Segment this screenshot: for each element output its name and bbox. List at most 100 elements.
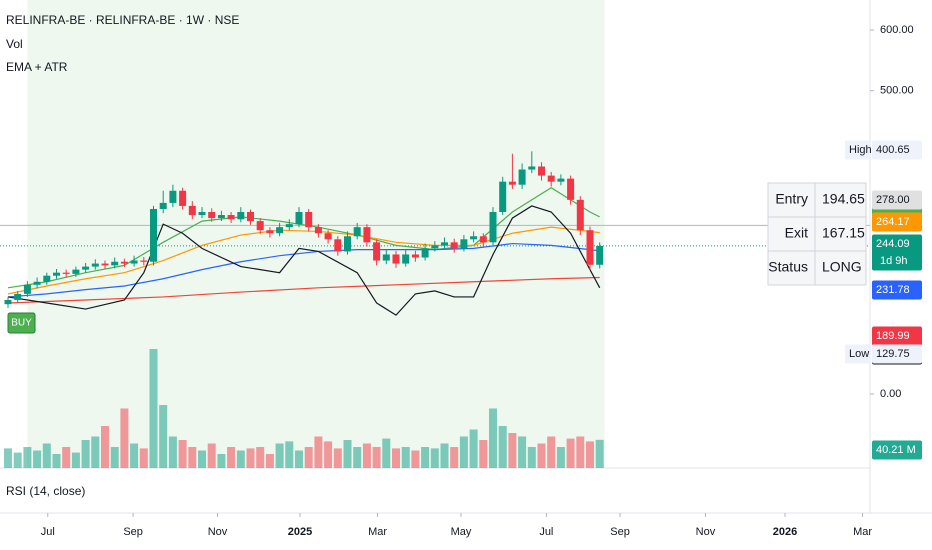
chart-title[interactable]: RELINFRA-BE · RELINFRA-BE · 1W · NSE	[6, 13, 239, 27]
table-value: 194.65	[822, 191, 865, 207]
volume-bar	[149, 349, 158, 468]
volume-bar	[479, 440, 488, 468]
candle-body	[169, 190, 177, 203]
volume-bar	[595, 439, 604, 468]
volume-bar	[489, 408, 497, 468]
price-label: 129.75	[876, 348, 910, 360]
candle-body	[538, 166, 545, 176]
candle-body	[392, 254, 400, 264]
volume-bar	[430, 448, 439, 468]
price-label: 278.00	[876, 194, 910, 206]
volume-bar	[265, 454, 274, 468]
price-label-box	[872, 280, 922, 300]
candle-body	[518, 169, 526, 185]
volume-bar	[537, 443, 546, 468]
candle-body	[14, 293, 22, 300]
volume-bar	[198, 450, 206, 468]
x-tick-label: Jul	[41, 526, 55, 538]
candle-body	[479, 236, 487, 243]
candle-body	[305, 212, 313, 228]
pane-title[interactable]: RSI (14, close)	[6, 484, 85, 498]
candle-body	[557, 178, 565, 182]
candle-body	[198, 212, 206, 216]
price-label: 400.65	[876, 144, 910, 156]
price-label-box	[872, 344, 922, 364]
volume-bar	[188, 447, 197, 468]
x-tick-label: Sep	[610, 526, 630, 538]
volume-bar	[91, 436, 100, 468]
candle-body	[596, 245, 604, 265]
volume-bar	[130, 443, 139, 468]
volume-bar	[246, 448, 255, 468]
volume-bar	[275, 443, 284, 468]
x-tick-label: Mar	[368, 526, 387, 538]
volume-bar	[207, 443, 216, 468]
indicator-label[interactable]: EMA + ATR	[6, 60, 68, 74]
candle-body	[450, 242, 458, 249]
table-cell	[767, 216, 816, 252]
price-label-box	[872, 234, 922, 271]
volume-bar	[295, 450, 303, 468]
volume-bar	[498, 426, 507, 468]
candle-body	[441, 242, 448, 246]
volume-bar	[227, 447, 236, 468]
volume-bar	[343, 440, 352, 468]
volume-bar	[285, 441, 294, 468]
candle-body	[179, 190, 187, 206]
volume-bar	[372, 447, 381, 468]
candle-body	[150, 208, 157, 262]
volume-bar	[110, 447, 119, 468]
candle-body	[53, 272, 60, 276]
candle-body	[528, 166, 536, 170]
candle-body	[217, 215, 225, 219]
price-label: 189.99	[876, 330, 910, 342]
volume-bar	[52, 454, 61, 468]
candle-body	[140, 260, 148, 262]
candle-body	[237, 212, 245, 220]
candle-body	[373, 242, 381, 261]
candle-body	[547, 175, 555, 182]
volume-bar	[440, 443, 449, 468]
candle-body	[120, 261, 128, 264]
volume-bar	[333, 448, 342, 468]
candle-body	[586, 230, 594, 265]
price-label: 244.09	[876, 238, 910, 250]
volume-bar	[13, 452, 22, 468]
price-label-box	[872, 190, 922, 210]
price-tag: High	[849, 144, 872, 156]
price-tag-box	[845, 140, 871, 160]
price-label-box	[872, 212, 922, 232]
volume-bar	[566, 438, 575, 468]
candle-body	[62, 272, 70, 274]
volume-bar	[362, 443, 371, 468]
candle-body	[470, 236, 478, 240]
volume-bar	[547, 436, 556, 468]
candle-body	[411, 254, 419, 258]
candle-body	[285, 224, 293, 228]
x-tick-label: 2025	[288, 526, 312, 538]
candle-body	[43, 275, 51, 282]
volume-bar	[353, 447, 362, 468]
volume-bar	[421, 447, 430, 468]
candle-body	[23, 284, 31, 294]
price-label-box	[872, 140, 922, 160]
candle-body	[567, 178, 575, 200]
volume-bar	[159, 405, 168, 468]
volume-bar	[178, 440, 187, 468]
table-key: Status	[768, 259, 808, 275]
x-tick-label: May	[451, 526, 472, 538]
volume-bar	[382, 438, 391, 468]
indicator-label[interactable]: Vol	[6, 37, 23, 51]
volume-bar	[81, 440, 90, 468]
volume-bar	[508, 433, 517, 468]
x-tick-label: Jul	[539, 526, 553, 538]
table-cell	[767, 250, 816, 286]
candle-body	[431, 245, 439, 249]
candle-body	[247, 212, 254, 222]
candle-body	[101, 263, 109, 266]
volume-bar	[586, 441, 594, 468]
candle-body	[421, 248, 429, 258]
candle-body	[314, 227, 322, 234]
volume-bar	[576, 436, 585, 468]
